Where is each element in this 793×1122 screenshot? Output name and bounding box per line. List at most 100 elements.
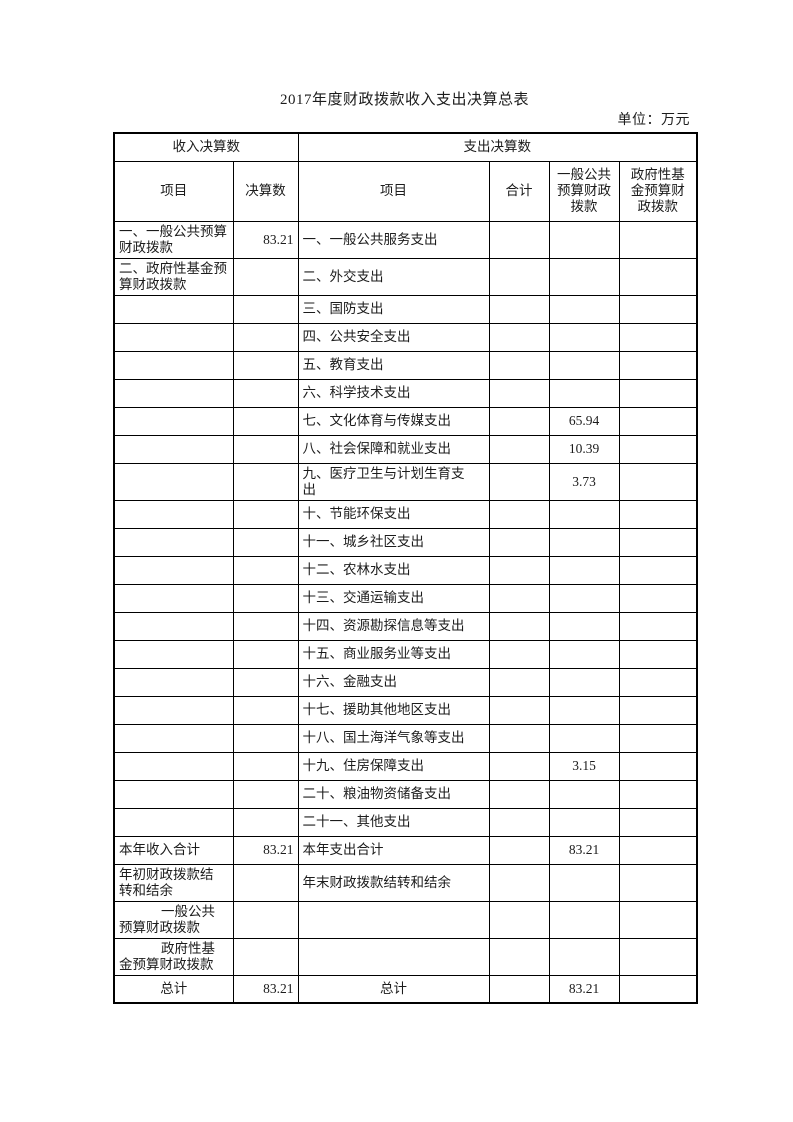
income-amount-cell (232, 462, 299, 501)
income-item-cell: 年初财政拨款结 转和结余 (113, 863, 234, 902)
expense-total-cell (488, 937, 550, 976)
unit-label: 单位：万元 (617, 113, 690, 128)
expense-general-budget-cell (548, 639, 620, 669)
expense-gov-fund-cell (618, 835, 698, 865)
expense-total-cell (488, 807, 550, 837)
expense-item-cell: 六、科学技术支出 (297, 378, 490, 408)
expense-total-cell (488, 723, 550, 753)
expense-item-cell: 十、节能环保支出 (297, 499, 490, 529)
expense-gov-fund-cell (618, 611, 698, 641)
expense-total-cell (488, 322, 550, 352)
table-row: 十七、援助其他地区支出 (113, 695, 698, 725)
expense-total-cell (488, 583, 550, 613)
income-amount-cell (232, 350, 299, 380)
expense-gov-fund-cell (618, 499, 698, 529)
income-item-cell (113, 406, 234, 436)
income-item-cell (113, 807, 234, 837)
expense-item-cell: 一、一般公共服务支出 (297, 220, 490, 259)
expense-total-cell (488, 434, 550, 464)
income-item-cell (113, 751, 234, 781)
expense-general-budget-cell (548, 695, 620, 725)
income-amount-cell (232, 695, 299, 725)
income-amount-cell (232, 499, 299, 529)
expense-total-cell (488, 835, 550, 865)
expense-general-budget-cell (548, 937, 620, 976)
table-row: 四、公共安全支出 (113, 322, 698, 352)
table-row: 二十、粮油物资储备支出 (113, 779, 698, 809)
income-amount-cell (232, 294, 299, 324)
income-item-cell (113, 350, 234, 380)
expense-total-header: 合计 (488, 160, 550, 222)
expense-item-cell: 八、社会保障和就业支出 (297, 434, 490, 464)
page-title: 2017年度财政拨款收入支出决算总表 (279, 92, 529, 108)
expense-item-cell: 本年支出合计 (297, 835, 490, 865)
income-item-cell (113, 779, 234, 809)
expense-item-cell: 二十一、其他支出 (297, 807, 490, 837)
expense-item-cell: 二、外交支出 (297, 257, 490, 296)
table-row: 三、国防支出 (113, 294, 698, 324)
table-row: 十四、资源勘探信息等支出 (113, 611, 698, 641)
expense-gov-fund-cell (618, 583, 698, 613)
income-item-cell (113, 294, 234, 324)
table-row: 政府性基 金预算财政拨款 (113, 937, 698, 976)
expense-total-cell (488, 294, 550, 324)
income-item-cell: 二、政府性基金预 算财政拨款 (113, 257, 234, 296)
expense-general-budget-cell (548, 555, 620, 585)
expense-general-budget-cell: 83.21 (548, 835, 620, 865)
income-item-cell: 总计 (113, 974, 234, 1004)
table-row: 十五、商业服务业等支出 (113, 639, 698, 669)
income-amount-cell (232, 639, 299, 669)
expense-item-cell: 十二、农林水支出 (297, 555, 490, 585)
budget-table: 收入决算数 支出决算数 项目 决算数 项目 合计 一般公共 预算财政 拨款 政府… (113, 132, 698, 1004)
expense-total-cell (488, 462, 550, 501)
income-item-header: 项目 (113, 160, 234, 222)
expense-item-cell: 年末财政拨款结转和结余 (297, 863, 490, 902)
column-header-row: 项目 决算数 项目 合计 一般公共 预算财政 拨款 政府性基 金预算财 政拨款 (113, 160, 698, 222)
table-row: 一般公共 预算财政拨款 (113, 900, 698, 939)
income-amount-cell: 83.21 (232, 835, 299, 865)
expense-total-cell (488, 378, 550, 408)
table-row: 十一、城乡社区支出 (113, 527, 698, 557)
income-amount-cell (232, 611, 299, 641)
expense-item-cell: 七、文化体育与传媒支出 (297, 406, 490, 436)
income-item-cell: 一、一般公共预算 财政拨款 (113, 220, 234, 259)
expense-general-budget-cell (548, 220, 620, 259)
expense-gov-fund-cell (618, 434, 698, 464)
expense-general-budget-cell (548, 900, 620, 939)
income-group-header: 收入决算数 (113, 132, 299, 162)
expense-gov-fund-header: 政府性基 金预算财 政拨款 (618, 160, 698, 222)
expense-general-budget-cell (548, 378, 620, 408)
table-row: 七、文化体育与传媒支出 65.94 (113, 406, 698, 436)
table-row: 一、一般公共预算 财政拨款 83.21 一、一般公共服务支出 (113, 220, 698, 259)
income-amount-cell (232, 257, 299, 296)
expense-item-cell: 九、医疗卫生与计划生育支 出 (297, 462, 490, 501)
expense-gov-fund-cell (618, 863, 698, 902)
expense-general-budget-cell: 65.94 (548, 406, 620, 436)
income-amount-cell (232, 527, 299, 557)
group-header-row: 收入决算数 支出决算数 (113, 132, 698, 162)
expense-general-budget-cell (548, 257, 620, 296)
table-body: 一、一般公共预算 财政拨款 83.21 一、一般公共服务支出 二、政府性基金预 算财政… (113, 220, 698, 1004)
expense-general-budget-cell: 3.73 (548, 462, 620, 501)
expense-general-budget-cell (548, 499, 620, 529)
income-item-cell: 一般公共 预算财政拨款 (113, 900, 234, 939)
expense-general-budget-cell (548, 294, 620, 324)
expense-general-budget-cell (548, 807, 620, 837)
expense-total-cell (488, 350, 550, 380)
income-item-cell (113, 378, 234, 408)
expense-item-cell: 四、公共安全支出 (297, 322, 490, 352)
expense-total-cell (488, 639, 550, 669)
expense-total-cell (488, 499, 550, 529)
income-amount-cell (232, 583, 299, 613)
expense-item-cell: 十五、商业服务业等支出 (297, 639, 490, 669)
expense-item-cell: 十九、住房保障支出 (297, 751, 490, 781)
expense-general-budget-cell (548, 350, 620, 380)
income-item-cell (113, 434, 234, 464)
income-item-cell: 本年收入合计 (113, 835, 234, 865)
income-amount-cell (232, 751, 299, 781)
expense-gov-fund-cell (618, 462, 698, 501)
income-amount-cell (232, 555, 299, 585)
expense-total-cell (488, 974, 550, 1004)
expense-general-budget-cell (548, 583, 620, 613)
